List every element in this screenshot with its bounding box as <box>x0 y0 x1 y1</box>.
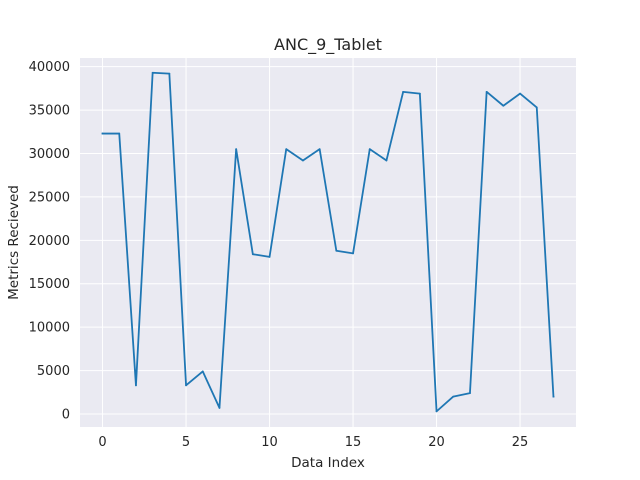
data-point <box>101 132 104 135</box>
x-tick-label: 5 <box>182 435 190 450</box>
y-tick-label: 15000 <box>29 277 70 292</box>
y-axis-label: Metrics Recieved <box>6 185 22 300</box>
data-point <box>535 106 538 109</box>
data-point <box>235 148 238 151</box>
chart-title: ANC_9_Tablet <box>274 35 382 55</box>
y-tick-label: 40000 <box>29 60 70 75</box>
y-tick-label: 20000 <box>29 234 70 249</box>
data-point <box>335 249 338 252</box>
data-point <box>135 384 137 387</box>
data-point <box>502 104 505 107</box>
x-tick-label: 0 <box>98 435 106 450</box>
data-point <box>151 71 154 74</box>
data-point <box>519 92 521 95</box>
data-point <box>318 148 321 151</box>
data-point <box>385 159 388 162</box>
x-tick-label: 10 <box>261 435 278 450</box>
data-point <box>435 410 438 413</box>
series-line-0 <box>101 71 555 413</box>
y-tick-label: 30000 <box>29 147 70 162</box>
grid-lines <box>80 58 576 427</box>
data-point <box>452 395 455 398</box>
y-tick-label: 25000 <box>29 190 70 205</box>
x-axis-label: Data Index <box>291 455 365 471</box>
x-tick-label: 15 <box>345 435 362 450</box>
data-point <box>201 370 204 373</box>
data-point <box>485 90 488 93</box>
series-layer <box>101 71 555 413</box>
plot-background <box>80 58 576 427</box>
data-point <box>118 132 121 135</box>
data-point <box>368 148 371 151</box>
data-point <box>352 252 354 255</box>
x-tick-label: 20 <box>428 435 445 450</box>
y-tick-label: 35000 <box>29 104 70 119</box>
data-point <box>251 253 254 256</box>
data-point <box>185 384 187 387</box>
y-tick-label: 0 <box>62 407 70 422</box>
y-tick-labels: 0 5000 10000 15000 20000 25000 30000 35000 40000 <box>29 60 70 422</box>
data-point <box>268 255 271 258</box>
data-point <box>302 159 304 162</box>
y-tick-label: 5000 <box>37 364 70 379</box>
x-tick-labels: 0 5 10 15 20 25 <box>98 435 528 450</box>
data-point <box>168 72 171 75</box>
data-point <box>285 148 288 151</box>
data-point <box>552 395 555 398</box>
data-point <box>418 92 421 95</box>
data-point <box>469 392 471 395</box>
y-tick-label: 10000 <box>29 321 70 336</box>
data-point <box>402 90 405 93</box>
x-tick-label: 25 <box>512 435 529 450</box>
data-point <box>218 406 221 409</box>
